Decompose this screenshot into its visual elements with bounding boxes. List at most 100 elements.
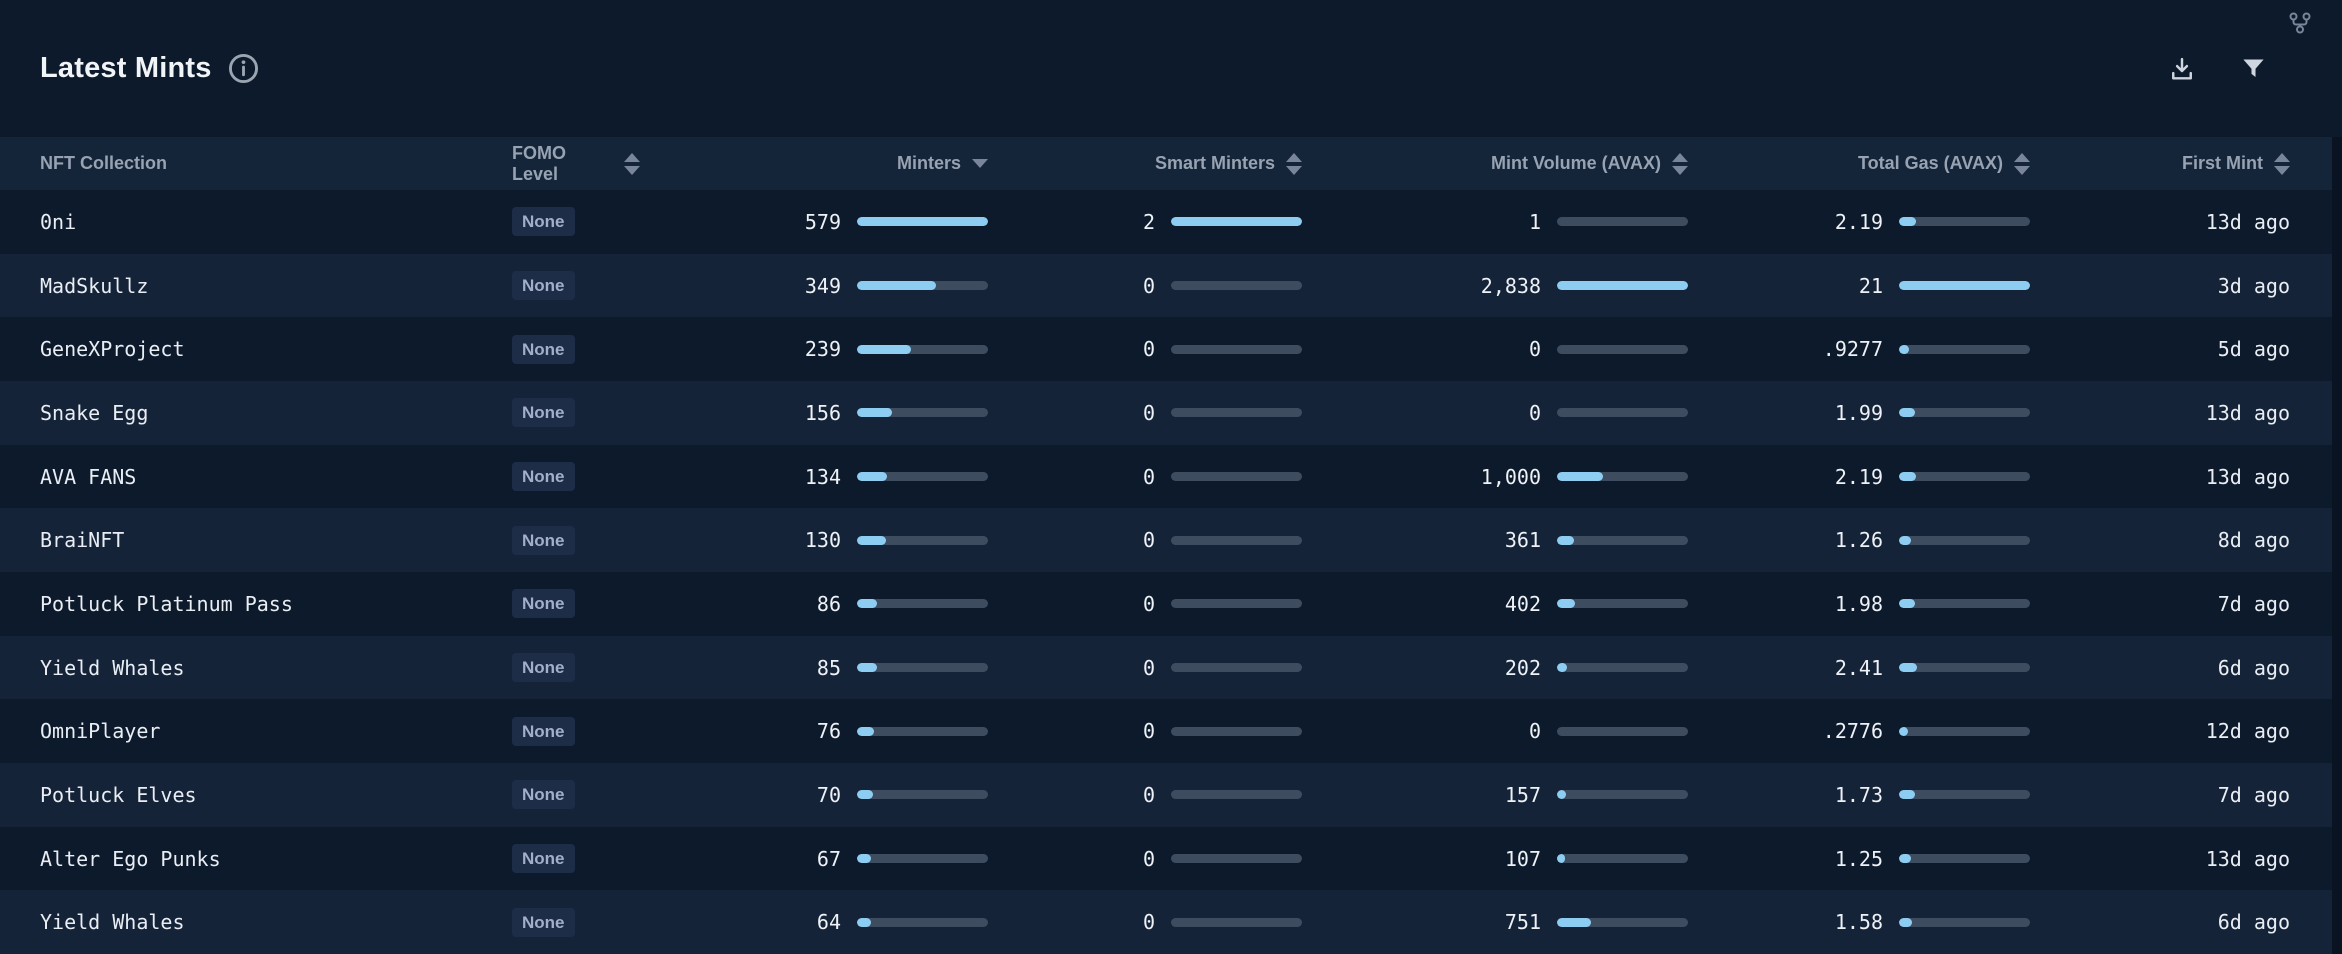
- smart-minters-value: 2: [1142, 209, 1155, 234]
- total-gas-cell: 2.19: [1700, 445, 2040, 509]
- fomo-level-cell: None: [500, 763, 640, 827]
- mint-volume-cell: 2,838: [1320, 254, 1700, 318]
- minters-cell: 156: [640, 381, 1000, 445]
- mint-volume-bar: [1557, 854, 1688, 864]
- smart-minters-bar: [1171, 217, 1302, 227]
- total-gas-bar: [1899, 726, 2030, 736]
- total-gas-cell: 1.73: [1700, 763, 2040, 827]
- total-gas-value: 1.73: [1834, 782, 1883, 807]
- table-row[interactable]: BraiNFT None 130 0 361 1.26 8d ago: [0, 508, 2332, 573]
- column-header-minters[interactable]: Minters: [640, 137, 1000, 190]
- smart-minters-value: 0: [1142, 846, 1155, 871]
- filter-button[interactable]: [2240, 55, 2267, 82]
- table-row[interactable]: AVA FANS None 134 0 1,000 2.19 13d ago: [0, 444, 2332, 509]
- column-header-fomo-level[interactable]: FOMO Level: [500, 137, 640, 190]
- fomo-level-badge: None: [512, 907, 575, 937]
- smart-minters-value: 0: [1142, 719, 1155, 744]
- total-gas-cell: 1.99: [1700, 381, 2040, 445]
- total-gas-cell: 1.58: [1700, 890, 2040, 954]
- total-gas-cell: .2776: [1700, 699, 2040, 763]
- fomo-level-cell: None: [500, 445, 640, 509]
- mint-volume-cell: 1,000: [1320, 445, 1700, 509]
- total-gas-bar: [1899, 281, 2030, 290]
- column-header-mint-volume[interactable]: Mint Volume (AVAX): [1320, 137, 1700, 190]
- smart-minters-bar: [1171, 917, 1302, 927]
- minters-bar: [857, 535, 988, 545]
- mint-volume-value: 157: [1504, 782, 1541, 807]
- column-header-smart-minters[interactable]: Smart Minters: [1000, 137, 1320, 190]
- minters-cell: 64: [640, 890, 1000, 954]
- fomo-level-cell: None: [500, 508, 640, 572]
- smart-minters-value: 0: [1142, 337, 1155, 362]
- mint-volume-bar: [1557, 663, 1688, 673]
- mint-volume-bar: [1557, 344, 1688, 354]
- smart-minters-bar: [1171, 726, 1302, 736]
- total-gas-value: 21: [1858, 273, 1883, 298]
- minters-bar: [857, 854, 988, 864]
- info-icon[interactable]: [227, 52, 260, 85]
- table-row[interactable]: Yield Whales None 85 0 202 2.41 6d ago: [0, 635, 2332, 700]
- fomo-level-badge: None: [512, 398, 575, 428]
- table-row[interactable]: Potluck Elves None 70 0 157 1.73 7d ago: [0, 763, 2332, 827]
- smart-minters-bar: [1171, 535, 1302, 545]
- fomo-level-cell: None: [500, 190, 640, 254]
- sort-icon: [624, 152, 640, 175]
- mint-volume-value: 361: [1504, 528, 1541, 553]
- table-row[interactable]: OmniPlayer None 76 0 0 .2776 12d ago: [0, 699, 2332, 764]
- total-gas-cell: 21: [1700, 254, 2040, 318]
- minters-cell: 134: [640, 445, 1000, 509]
- smart-minters-value: 0: [1142, 464, 1155, 489]
- table-row[interactable]: Alter Ego Punks None 67 0 107 1.25 13d a…: [0, 826, 2332, 891]
- column-header-first-mint[interactable]: First Mint: [2040, 137, 2332, 190]
- total-gas-bar: [1899, 854, 2030, 864]
- total-gas-bar: [1899, 535, 2030, 545]
- page-title: Latest Mints: [40, 52, 212, 84]
- table-row[interactable]: Snake Egg None 156 0 0 1.99 13d ago: [0, 381, 2332, 445]
- smart-minters-value: 0: [1142, 591, 1155, 616]
- mint-volume-value: 0: [1528, 400, 1541, 425]
- fomo-level-cell: None: [500, 254, 640, 318]
- column-header-nft-collection: NFT Collection: [40, 153, 167, 173]
- minters-value: 156: [804, 400, 841, 425]
- smart-minters-cell: 0: [1000, 699, 1320, 763]
- smart-minters-cell: 0: [1000, 827, 1320, 891]
- mint-volume-bar: [1557, 281, 1688, 290]
- minters-value: 349: [804, 273, 841, 298]
- latest-mints-table: NFT Collection FOMO Level Minters Smart …: [0, 137, 2332, 954]
- minters-cell: 130: [640, 508, 1000, 572]
- nft-collection-name: Yield Whales: [40, 655, 185, 680]
- table-row[interactable]: 0ni None 579 2 1 2.19 13d ago: [0, 190, 2332, 254]
- first-mint-value: 7d ago: [2217, 782, 2290, 807]
- total-gas-bar: [1899, 472, 2030, 482]
- fomo-level-badge: None: [512, 271, 575, 300]
- fomo-level-badge: None: [512, 207, 575, 237]
- minters-value: 134: [804, 464, 841, 489]
- first-mint-value: 6d ago: [2217, 655, 2290, 680]
- first-mint-value: 13d ago: [2205, 464, 2290, 489]
- column-header-total-gas[interactable]: Total Gas (AVAX): [1700, 137, 2040, 190]
- nft-collection-name: Alter Ego Punks: [40, 846, 221, 871]
- smart-minters-cell: 0: [1000, 381, 1320, 445]
- mint-volume-cell: 1: [1320, 190, 1700, 254]
- table-row[interactable]: GeneXProject None 239 0 0 .9277 5d ago: [0, 317, 2332, 382]
- minters-cell: 85: [640, 636, 1000, 700]
- mint-volume-value: 0: [1528, 337, 1541, 362]
- table-row[interactable]: Potluck Platinum Pass None 86 0 402 1.98…: [0, 572, 2332, 636]
- mint-volume-cell: 107: [1320, 827, 1700, 891]
- minters-bar: [857, 472, 988, 482]
- fomo-level-cell: None: [500, 827, 640, 891]
- first-mint-value: 3d ago: [2217, 273, 2290, 298]
- share-nodes-icon[interactable]: [2288, 11, 2312, 35]
- download-button[interactable]: [2168, 55, 2196, 83]
- total-gas-cell: .9277: [1700, 317, 2040, 381]
- panel-actions: [2168, 0, 2267, 137]
- total-gas-bar: [1899, 408, 2030, 418]
- table-row[interactable]: MadSkullz None 349 0 2,838 21 3d ago: [0, 253, 2332, 318]
- total-gas-cell: 2.19: [1700, 190, 2040, 254]
- mint-volume-cell: 0: [1320, 699, 1700, 763]
- mint-volume-value: 2,838: [1480, 273, 1541, 298]
- table-row[interactable]: Yield Whales None 64 0 751 1.58 6d ago: [0, 890, 2332, 954]
- total-gas-cell: 1.26: [1700, 508, 2040, 572]
- total-gas-bar: [1899, 217, 2030, 227]
- total-gas-bar: [1899, 599, 2030, 609]
